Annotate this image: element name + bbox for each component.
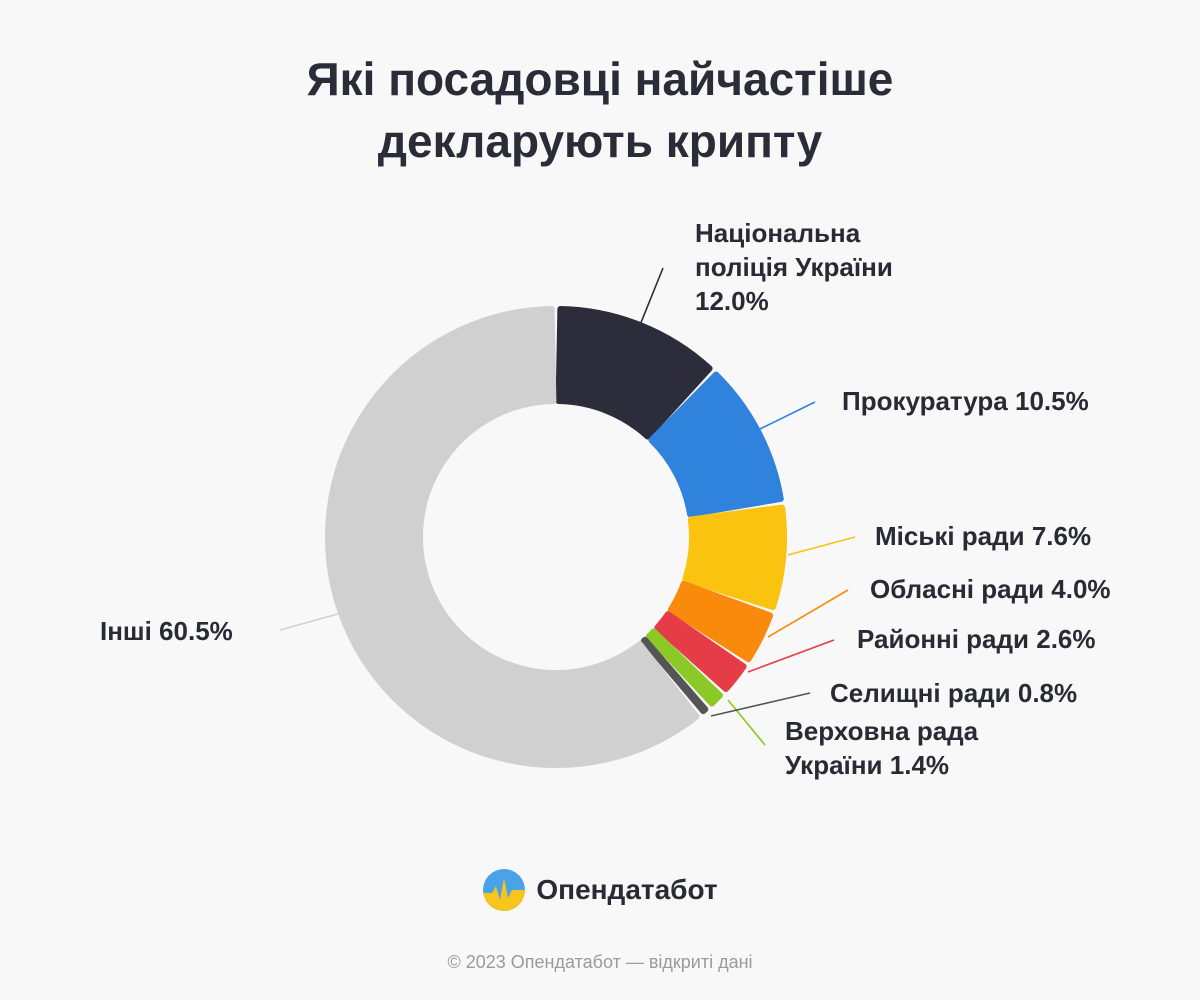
slice-label: Інші 60.5% bbox=[100, 616, 233, 646]
leader-line bbox=[757, 401, 816, 432]
donut-slice bbox=[645, 628, 723, 707]
leader-line bbox=[787, 536, 856, 556]
leader-line bbox=[747, 639, 835, 673]
slice-label-line: поліція України bbox=[695, 252, 893, 282]
leader-line bbox=[727, 699, 766, 746]
slice-label-line: Прокуратура 10.5% bbox=[842, 386, 1089, 416]
slice-label: Прокуратура 10.5% bbox=[842, 386, 1089, 416]
slice-label-line: України 1.4% bbox=[785, 750, 949, 780]
donut-slice bbox=[682, 504, 787, 611]
title-line-1: Які посадовці найчастіше bbox=[306, 53, 894, 105]
donut-slice bbox=[648, 371, 784, 518]
slice-label: Районні ради 2.6% bbox=[857, 624, 1096, 654]
slice-label-line: Міські ради 7.6% bbox=[875, 521, 1091, 551]
slice-label: Національна поліція України 12.0% bbox=[695, 218, 893, 316]
brand: Опендатабот bbox=[0, 868, 1200, 912]
slice-label: Верховна рада України 1.4% bbox=[785, 716, 979, 780]
slice-label: Обласні ради 4.0% bbox=[870, 574, 1111, 604]
leader-line bbox=[710, 692, 811, 717]
opendatabot-logo-icon bbox=[483, 869, 526, 911]
donut-slice bbox=[654, 611, 747, 693]
title-line-2: декларують крипту bbox=[377, 115, 823, 167]
slice-label-line: Районні ради 2.6% bbox=[857, 624, 1096, 654]
brand-name: Опендатабот bbox=[536, 874, 718, 905]
donut-slice bbox=[555, 306, 713, 440]
slice-label: Міські ради 7.6% bbox=[875, 521, 1091, 551]
slice-label-line: Національна bbox=[695, 218, 861, 248]
leader-line bbox=[637, 267, 664, 353]
leader-line bbox=[279, 611, 346, 631]
slice-label-line: Обласні ради 4.0% bbox=[870, 574, 1111, 604]
donut-slice bbox=[640, 636, 709, 715]
slice-label-line: Інші 60.5% bbox=[100, 616, 233, 646]
leader-line bbox=[767, 589, 849, 638]
slice-label-line: Селищні ради 0.8% bbox=[830, 678, 1077, 708]
slice-label-line: 12.0% bbox=[695, 286, 769, 316]
chart-title: Які посадовці найчастіше декларують крип… bbox=[0, 48, 1200, 172]
slice-label-line: Верховна рада bbox=[785, 716, 979, 746]
donut-slice bbox=[325, 306, 700, 768]
slice-label: Селищні ради 0.8% bbox=[830, 678, 1077, 708]
donut-slice bbox=[667, 580, 774, 663]
footer-copyright: © 2023 Опендатабот — відкриті дані bbox=[447, 952, 753, 972]
